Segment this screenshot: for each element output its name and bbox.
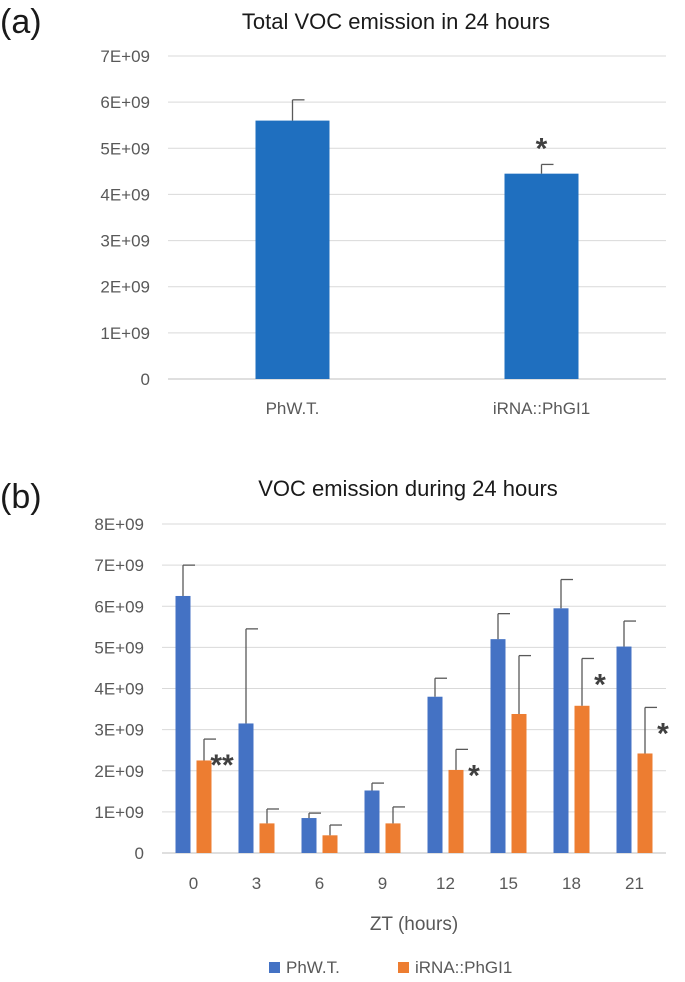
- panel-b-category-labels: 0 3 6 9 12 15 18 21: [189, 874, 644, 893]
- legend-label-irna-phgi1: iRNA::PhGI1: [415, 958, 512, 977]
- panel-a-y-tick-labels: 0 1E+09 2E+09 3E+09 4E+09 5E+09 6E+09 7E+09: [100, 47, 150, 389]
- panel-a: (a) Total VOC emission in 24 hours 0 1E+0…: [0, 3, 666, 418]
- b-y-tick-label: 6E+09: [94, 597, 144, 616]
- bar-phw-t-zt3: [238, 723, 254, 853]
- panel-a-gridlines: [168, 55, 666, 380]
- panel-a-significance-markers: *: [536, 132, 548, 165]
- legend-swatch-phwt: [269, 962, 280, 973]
- b-y-tick-label: 2E+09: [94, 762, 144, 781]
- category-label-zt21: 21: [625, 874, 644, 893]
- panel-a-category-labels: PhW.T. iRNA::PhGI1: [266, 399, 591, 418]
- significance-marker-zt21: *: [657, 717, 669, 750]
- a-y-tick-label: 5E+09: [100, 139, 150, 158]
- bar-irna-phgi1-zt18: [574, 705, 590, 853]
- panel-b: (b) VOC emission during 24 hours 0 1E+09 2…: [0, 476, 669, 977]
- category-label-zt0: 0: [189, 874, 198, 893]
- panel-b-bars: [175, 595, 653, 853]
- bar-irna-phgi1-zt12: [448, 769, 464, 853]
- a-y-tick-label: 3E+09: [100, 232, 150, 251]
- a-y-tick-label: 0: [141, 370, 150, 389]
- bar-irna-phgi1-zt15: [511, 713, 527, 853]
- b-y-tick-label: 8E+09: [94, 515, 144, 534]
- bar-phw-t-zt6: [301, 818, 317, 853]
- panel-b-gridlines: [162, 523, 666, 854]
- category-label-zt15: 15: [499, 874, 518, 893]
- significance-marker-zt12: *: [468, 759, 480, 792]
- a-y-tick-label: 7E+09: [100, 47, 150, 66]
- panel-a-bars: [255, 120, 579, 379]
- significance-marker-zt0: **: [210, 749, 234, 782]
- bar-phw-t: [255, 120, 330, 379]
- b-y-tick-label: 3E+09: [94, 721, 144, 740]
- significance-marker-zt18: *: [594, 668, 606, 701]
- panel-b-title: VOC emission during 24 hours: [258, 476, 558, 501]
- bar-phw-t-zt21: [616, 646, 632, 853]
- legend: PhW.T. iRNA::PhGI1: [269, 958, 512, 977]
- b-y-tick-label: 4E+09: [94, 680, 144, 699]
- bar-irna-phgi1-zt6: [322, 835, 338, 853]
- bar-phw-t-zt9: [364, 790, 380, 853]
- b-y-tick-label: 7E+09: [94, 556, 144, 575]
- b-y-tick-label: 5E+09: [94, 638, 144, 657]
- bar-irna-phgi1-zt9: [385, 823, 401, 853]
- panel-a-label: (a): [0, 3, 42, 41]
- bar-irna-phgi1: [504, 173, 579, 379]
- category-label-irna-phgi1: iRNA::PhGI1: [493, 399, 590, 418]
- a-y-tick-label: 1E+09: [100, 324, 150, 343]
- legend-swatch-irna-phgi1: [398, 962, 409, 973]
- b-y-tick-label: 1E+09: [94, 803, 144, 822]
- bar-phw-t-zt18: [553, 608, 569, 853]
- a-y-tick-label: 4E+09: [100, 185, 150, 204]
- category-label-zt12: 12: [436, 874, 455, 893]
- a-y-tick-label: 2E+09: [100, 278, 150, 297]
- bar-phw-t-zt0: [175, 595, 191, 853]
- a-y-tick-label: 6E+09: [100, 93, 150, 112]
- bar-phw-t-zt12: [427, 696, 443, 853]
- panel-b-error-bars: [182, 564, 657, 836]
- bar-irna-phgi1-zt3: [259, 823, 275, 853]
- panel-b-x-axis-title: ZT (hours): [370, 914, 458, 935]
- panel-b-significance-markers: ** ***: [210, 668, 669, 792]
- category-label-phw-t: PhW.T.: [266, 399, 320, 418]
- legend-label-phwt: PhW.T.: [286, 958, 340, 977]
- category-label-zt18: 18: [562, 874, 581, 893]
- panel-b-label: (b): [0, 478, 42, 516]
- category-label-zt3: 3: [252, 874, 261, 893]
- panel-a-title: Total VOC emission in 24 hours: [242, 9, 550, 34]
- b-y-tick-label: 0: [135, 844, 144, 863]
- category-label-zt6: 6: [315, 874, 324, 893]
- bar-irna-phgi1-zt0: [196, 760, 212, 853]
- panel-a-error-bars: [291, 99, 554, 174]
- panel-b-y-tick-labels: 0 1E+09 2E+09 3E+09 4E+09 5E+09 6E+09 7E+09 8E+0…: [94, 515, 144, 863]
- category-label-zt9: 9: [378, 874, 387, 893]
- bar-irna-phgi1-zt21: [637, 753, 653, 853]
- bar-phw-t-zt15: [490, 639, 506, 853]
- significance-marker-irna-phgi1: *: [536, 132, 548, 165]
